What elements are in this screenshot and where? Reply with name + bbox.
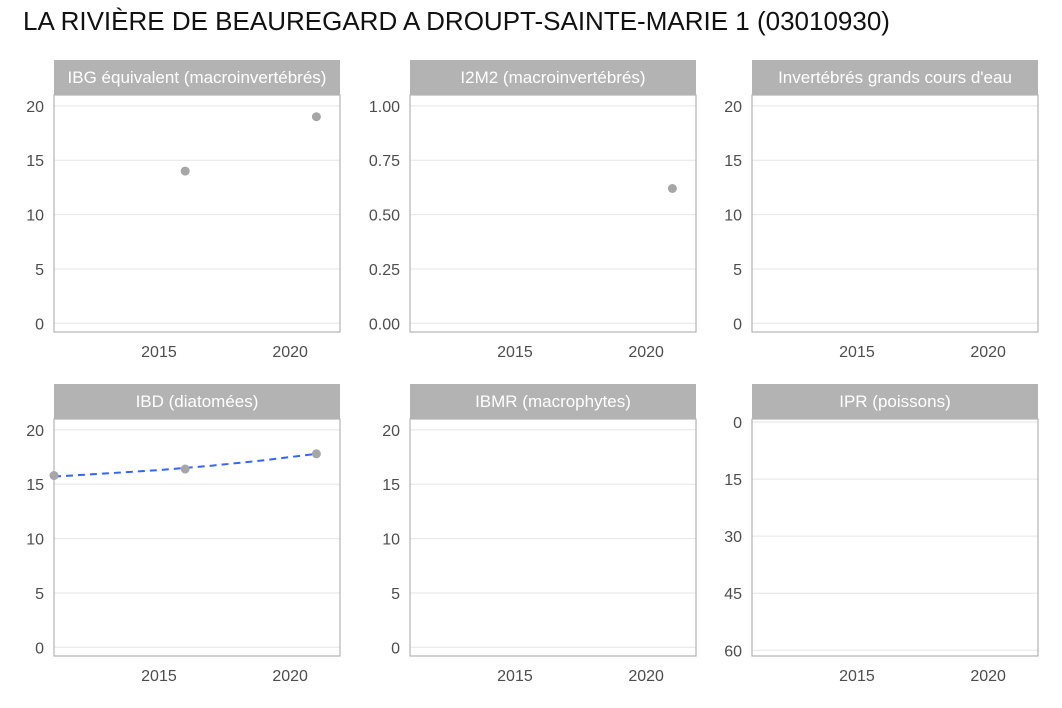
- panel-border: [53, 94, 341, 333]
- x-tick-label: 2020: [628, 668, 664, 685]
- y-tick-label: 0: [35, 640, 44, 657]
- y-tick-label: 15: [724, 153, 742, 170]
- y-tick-label: 15: [26, 153, 44, 170]
- y-tick-label: 15: [724, 472, 742, 489]
- y-tick-label: 0.00: [369, 316, 400, 333]
- panel-strip-label: IPR (poissons): [839, 392, 950, 411]
- x-tick-label: 2015: [497, 668, 533, 685]
- y-tick-label: 0.75: [369, 153, 400, 170]
- y-tick-label: 10: [26, 208, 44, 225]
- panel-4: IBD (diatomées) 0 5 10 15 20 2015 2020: [26, 384, 341, 685]
- panel-strip-label: IBMR (macrophytes): [475, 392, 631, 411]
- y-tick-label: 0: [733, 415, 742, 432]
- data-point: [180, 464, 190, 474]
- x-tick-label: 2015: [497, 344, 533, 361]
- y-tick-label: 45: [724, 586, 742, 603]
- data-point: [311, 112, 321, 122]
- x-tick-label: 2020: [970, 344, 1006, 361]
- x-tick-label: 2020: [970, 668, 1006, 685]
- data-point: [311, 449, 321, 459]
- panel-border: [409, 418, 697, 657]
- data-point: [49, 471, 59, 481]
- panel-strip: [410, 384, 696, 419]
- y-tick-label: 5: [391, 586, 400, 603]
- y-tick-label: 0: [35, 316, 44, 333]
- y-tick-label: 10: [724, 208, 742, 225]
- panel-6: IPR (poissons) 0 15 30 45 60 2015 2020: [724, 384, 1039, 685]
- panel-2: I2M2 (macroinvertébrés) 0.00 0.25 0.50 0.75 1…: [369, 60, 697, 361]
- x-tick-label: 2015: [141, 668, 177, 685]
- y-tick-label: 15: [382, 477, 400, 494]
- y-tick-label: 5: [35, 262, 44, 279]
- panel-strip: [54, 384, 340, 419]
- y-tick-label: 0: [391, 640, 400, 657]
- panel-border: [751, 94, 1039, 333]
- x-tick-label: 2020: [628, 344, 664, 361]
- y-tick-label: 10: [26, 532, 44, 549]
- panel-strip: [54, 60, 340, 95]
- panel-border: [409, 94, 697, 333]
- x-tick-label: 2020: [272, 668, 308, 685]
- y-tick-label: 30: [724, 529, 742, 546]
- panel-strip-label: IBG équivalent (macroinvertébrés): [68, 68, 327, 87]
- y-tick-label: 60: [724, 643, 742, 660]
- y-tick-label: 0.50: [369, 208, 400, 225]
- y-tick-label: 5: [35, 586, 44, 603]
- y-tick-label: 5: [733, 262, 742, 279]
- y-tick-label: 15: [26, 477, 44, 494]
- panel-5: IBMR (macrophytes) 0 5 10 15 20 2015 2020: [382, 384, 697, 685]
- panel-border: [53, 418, 341, 657]
- trend-line: [53, 452, 317, 478]
- panel-strip-label: Invertébrés grands cours d'eau: [778, 68, 1012, 87]
- y-tick-label: 20: [382, 423, 400, 440]
- x-tick-label: 2020: [272, 344, 308, 361]
- panel-strip: [410, 60, 696, 95]
- data-point: [667, 183, 677, 193]
- y-tick-label: 20: [724, 99, 742, 116]
- y-tick-label: 1.00: [369, 99, 400, 116]
- y-tick-label: 20: [26, 99, 44, 116]
- y-tick-label: 0: [733, 316, 742, 333]
- page-title: LA RIVIÈRE DE BEAUREGARD A DROUPT-SAINTE…: [23, 6, 890, 36]
- y-tick-label: 10: [382, 532, 400, 549]
- panel-strip: [752, 60, 1038, 95]
- panel-border: [751, 418, 1039, 657]
- y-tick-label: 20: [26, 423, 44, 440]
- panel-3: Invertébrés grands cours d'eau0510152020…: [724, 60, 1039, 361]
- x-tick-label: 2015: [141, 344, 177, 361]
- x-tick-label: 2015: [839, 344, 875, 361]
- x-tick-label: 2015: [839, 668, 875, 685]
- panel-strip-label: IBD (diatomées): [136, 392, 259, 411]
- data-point: [180, 166, 190, 176]
- panel-strip-label: I2M2 (macroinvertébrés): [460, 68, 645, 87]
- panel-strip: [752, 384, 1038, 419]
- panel-1: IBG équivalent (macroinvertébrés) 0 5 10 15 2…: [26, 60, 341, 361]
- y-tick-label: 0.25: [369, 262, 400, 279]
